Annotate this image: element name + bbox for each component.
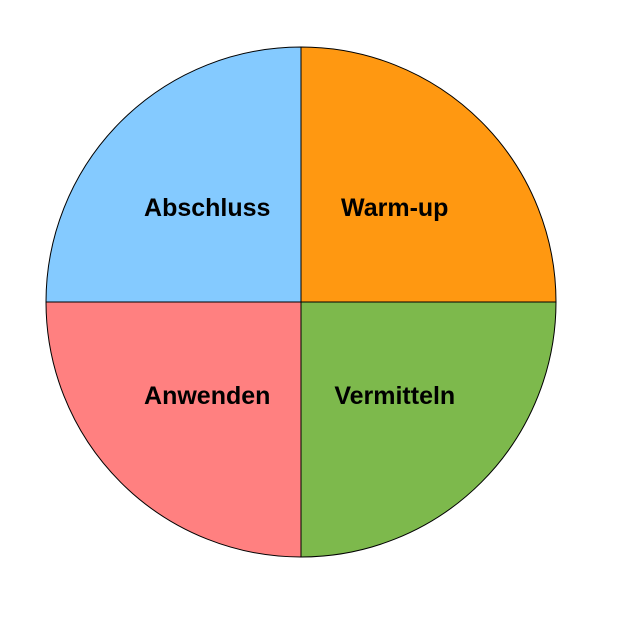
pie-slices — [45, 46, 557, 558]
pie-slice-abschluss — [45, 46, 302, 303]
pie-label-warm-up: Warm-up — [341, 194, 448, 222]
pie-slice-warm-up — [300, 46, 557, 303]
pie-label-abschluss: Abschluss — [144, 194, 270, 222]
pie-slice-anwenden — [45, 301, 302, 558]
pie-label-vermitteln: Vermitteln — [334, 382, 455, 410]
pie-label-anwenden: Anwenden — [144, 382, 270, 410]
pie-slice-vermitteln — [300, 301, 557, 558]
pie-labels: Warm-up Vermitteln Anwenden Abschluss — [144, 194, 455, 410]
